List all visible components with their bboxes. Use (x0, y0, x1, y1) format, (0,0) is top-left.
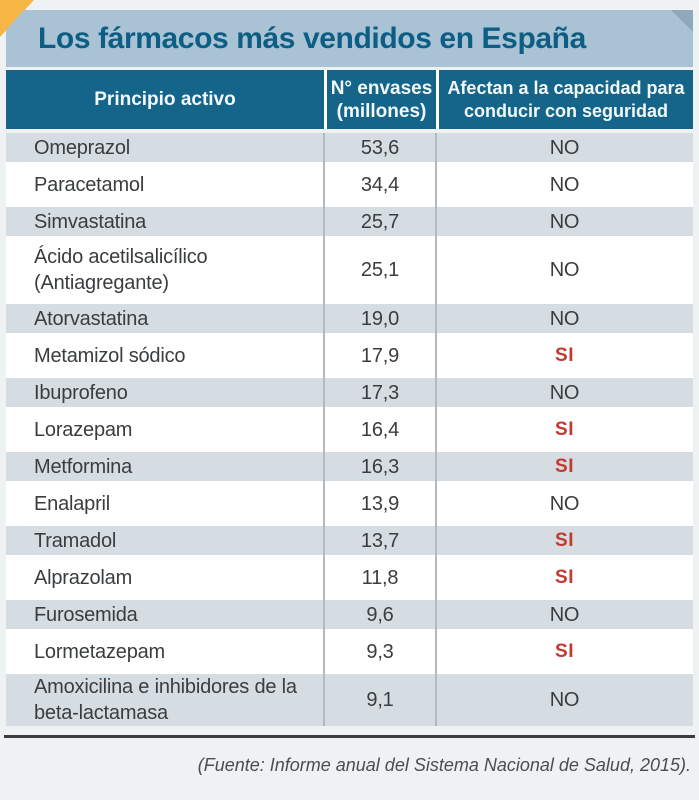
table-row: Lorazepam 16,4 SI (6, 415, 693, 444)
cell-envases: 16,3 (360, 455, 400, 478)
cell-envases: 13,9 (360, 492, 400, 515)
cell-conducir: SI (555, 529, 574, 551)
cell-conducir: NO (549, 603, 580, 626)
cell-envases: 9,6 (366, 603, 394, 626)
cell-conducir: SI (555, 455, 574, 477)
table-row: Amoxicilina e inhibidores de la beta-lac… (6, 674, 693, 726)
cell-conducir: NO (549, 492, 580, 515)
table-row: Omeprazol 53,6 NO (6, 133, 693, 162)
cell-envases: 17,9 (360, 344, 400, 367)
cell-envases: 16,4 (360, 418, 400, 441)
table-row: Lormetazepam 9,3 SI (6, 637, 693, 666)
cell-principio-activo: Amoxicilina e inhibidores de la beta-lac… (34, 676, 297, 724)
cell-principio-activo: Metformina (34, 455, 133, 478)
table-row: Enalapril 13,9 NO (6, 489, 693, 518)
cell-principio-activo: Alprazolam (34, 566, 133, 589)
title-band: Los fármacos más vendidos en España (6, 10, 693, 67)
table-body: Omeprazol 53,6 NO Paracetamol 34,4 NO Si… (6, 133, 693, 726)
table-row: Metformina 16,3 SI (6, 452, 693, 481)
cell-conducir: NO (549, 136, 580, 159)
cell-principio-activo: Ibuprofeno (34, 381, 128, 404)
column-header-envases: N° envases (millones) (324, 70, 436, 129)
column-header-principio-activo: Principio activo (94, 89, 236, 110)
table-row: Ibuprofeno 17,3 NO (6, 378, 693, 407)
bottom-rule (4, 735, 695, 738)
cell-principio-activo: Ácido acetilsalicílico (Antiagregante) (34, 246, 208, 294)
cell-principio-activo: Omeprazol (34, 136, 131, 159)
cell-conducir: NO (549, 173, 580, 196)
cell-envases: 9,1 (366, 689, 394, 711)
cell-principio-activo: Simvastatina (34, 210, 147, 233)
cell-envases: 53,6 (360, 136, 400, 159)
cell-conducir: SI (555, 344, 574, 366)
cell-conducir: SI (555, 566, 574, 588)
column-header-conducir: Afectan a la capacidad para conducir con… (436, 70, 693, 129)
cell-principio-activo: Enalapril (34, 492, 111, 515)
table-row: Metamizol sódico 17,9 SI (6, 341, 693, 370)
title-band-wrap: Los fármacos más vendidos en España (6, 10, 693, 67)
cell-principio-activo: Paracetamol (34, 173, 145, 196)
table-row: Ácido acetilsalicílico (Antiagregante) 2… (6, 244, 693, 296)
column-divider (435, 133, 437, 726)
cell-principio-activo: Lorazepam (34, 418, 133, 441)
cell-conducir: NO (549, 259, 580, 281)
table-row: Atorvastatina 19,0 NO (6, 304, 693, 333)
cell-envases: 25,1 (360, 259, 400, 281)
cell-envases: 17,3 (360, 381, 400, 404)
cell-envases: 11,8 (361, 566, 399, 589)
table-row: Tramadol 13,7 SI (6, 526, 693, 555)
cell-principio-activo: Metamizol sódico (34, 344, 186, 367)
cell-conducir: NO (549, 381, 580, 404)
table-header: Principio activo N° envases (millones) A… (6, 70, 693, 129)
cell-envases: 34,4 (360, 173, 400, 196)
page-title: Los fármacos más vendidos en España (38, 21, 586, 55)
cell-envases: 13,7 (360, 529, 400, 552)
cell-conducir: NO (549, 307, 580, 330)
table-row: Furosemida 9,6 NO (6, 600, 693, 629)
cell-conducir: NO (549, 210, 580, 233)
cell-envases: 9,3 (366, 640, 394, 663)
column-divider (323, 133, 325, 726)
cell-conducir: SI (555, 640, 574, 662)
table-row: Paracetamol 34,4 NO (6, 170, 693, 199)
cell-conducir: SI (555, 418, 574, 440)
cell-principio-activo: Tramadol (34, 529, 117, 552)
cell-envases: 25,7 (360, 210, 400, 233)
cell-principio-activo: Furosemida (34, 603, 138, 626)
source-note: (Fuente: Informe anual del Sistema Nacio… (197, 755, 691, 775)
cell-principio-activo: Atorvastatina (34, 307, 149, 330)
cell-principio-activo: Lormetazepam (34, 640, 165, 663)
cell-conducir: NO (549, 689, 580, 711)
table-row: Simvastatina 25,7 NO (6, 207, 693, 236)
table-row: Alprazolam 11,8 SI (6, 563, 693, 592)
cell-envases: 19,0 (360, 307, 400, 330)
